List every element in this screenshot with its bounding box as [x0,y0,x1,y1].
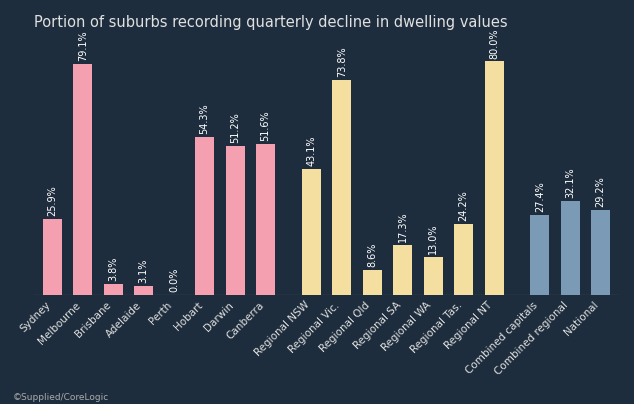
Text: 13.0%: 13.0% [428,224,438,254]
Bar [592,210,610,295]
Bar [42,219,61,295]
Bar [484,61,503,295]
Text: ©Supplied/CoreLogic: ©Supplied/CoreLogic [13,393,109,402]
Text: 51.6%: 51.6% [261,111,271,141]
Text: 32.1%: 32.1% [566,168,575,198]
Bar [363,270,382,295]
Bar [530,215,549,295]
Bar [256,144,275,295]
Text: 24.2%: 24.2% [458,191,469,221]
Bar [104,284,122,295]
Bar [226,145,245,295]
Text: 3.8%: 3.8% [108,257,118,281]
Text: 73.8%: 73.8% [337,46,347,77]
Bar [74,64,92,295]
Text: 51.2%: 51.2% [230,112,240,143]
Text: 29.2%: 29.2% [596,176,605,207]
Text: 25.9%: 25.9% [47,186,57,217]
Text: 79.1%: 79.1% [78,31,87,61]
Text: 3.1%: 3.1% [139,259,148,283]
Bar [454,224,473,295]
Bar [332,80,351,295]
Bar [195,137,214,295]
Bar [424,257,443,295]
Text: 80.0%: 80.0% [489,28,499,59]
Text: 54.3%: 54.3% [200,103,210,134]
Text: 0.0%: 0.0% [169,268,179,292]
Text: 17.3%: 17.3% [398,211,408,242]
Bar [561,201,579,295]
Text: 8.6%: 8.6% [367,243,377,267]
Bar [134,286,153,295]
Text: Portion of suburbs recording quarterly decline in dwelling values: Portion of suburbs recording quarterly d… [34,15,508,30]
Text: 27.4%: 27.4% [534,181,545,212]
Text: 43.1%: 43.1% [306,136,316,166]
Bar [393,244,412,295]
Bar [302,169,321,295]
